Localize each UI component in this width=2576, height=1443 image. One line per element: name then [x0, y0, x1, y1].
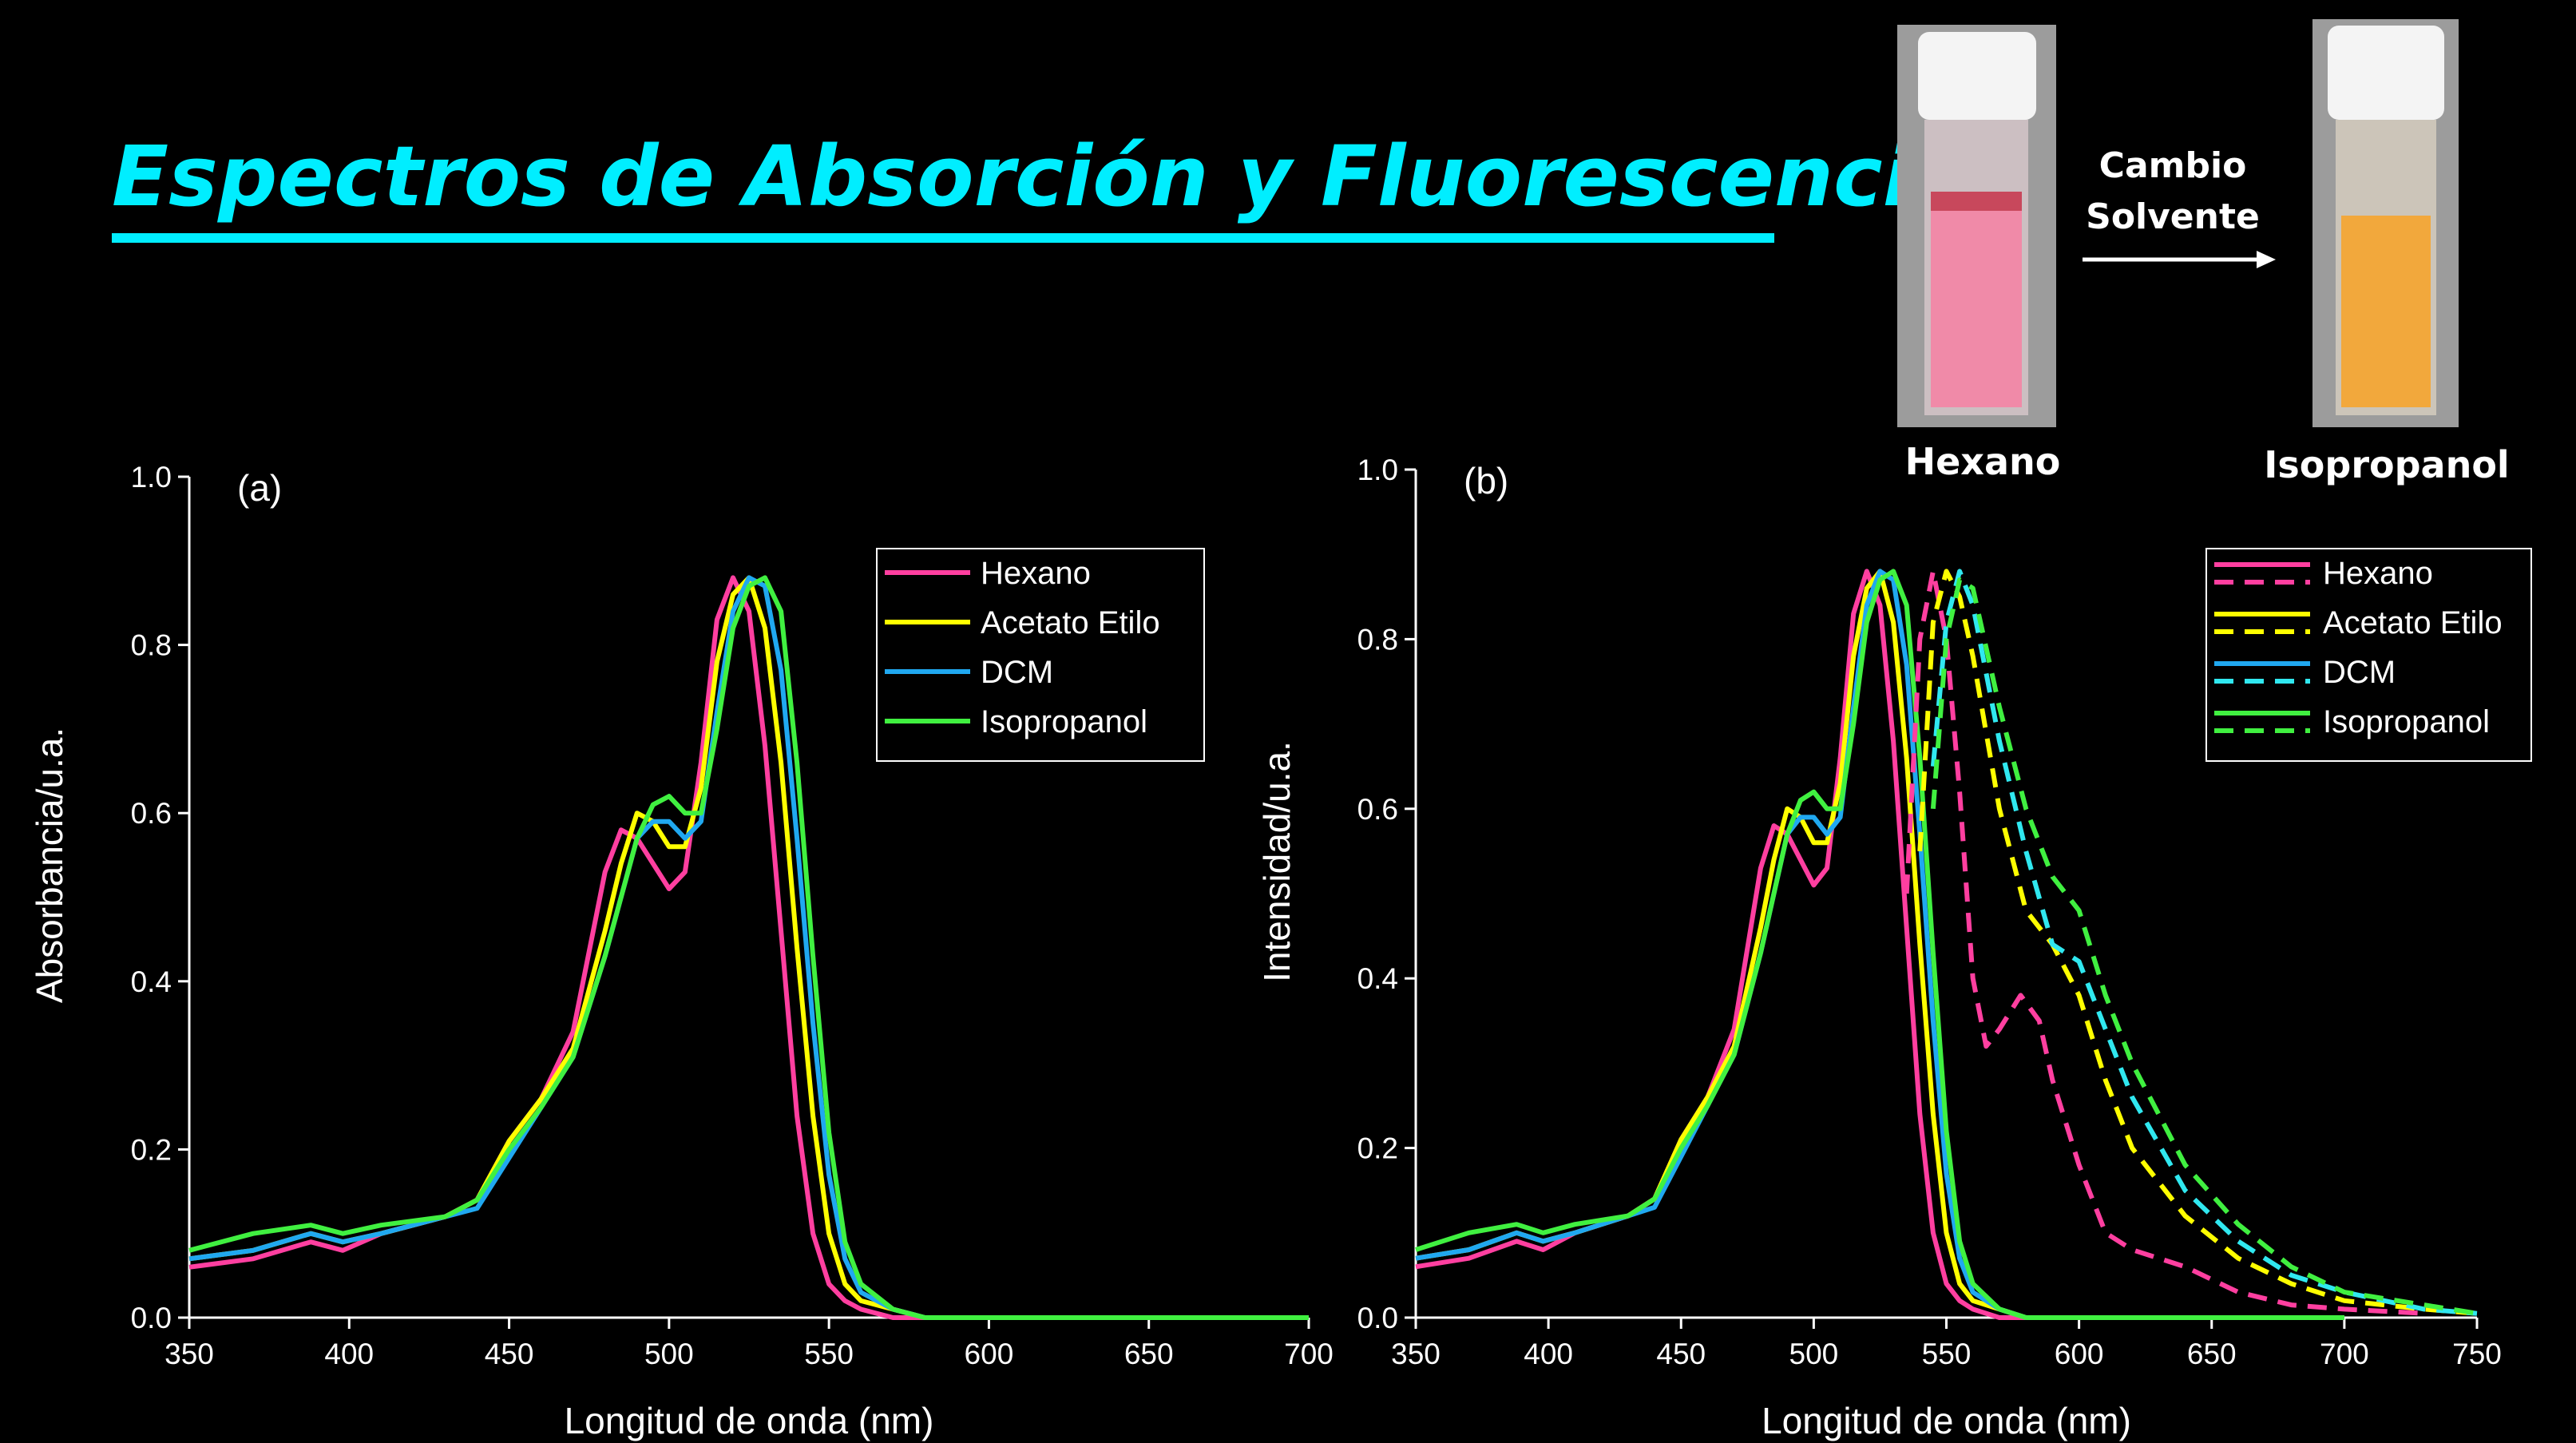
photo-label: Isopropanol	[2264, 443, 2509, 486]
panel-label: (b)	[1464, 460, 1508, 501]
legend-label: Isopropanol	[2323, 704, 2490, 739]
y-tick-label: 0.0	[131, 1302, 172, 1334]
y-tick-label: 0.6	[1357, 793, 1398, 826]
title-underline	[112, 233, 1774, 243]
x-tick-label: 600	[2055, 1338, 2104, 1370]
legend-label: DCM	[2323, 655, 2396, 690]
x-tick-label: 500	[644, 1338, 694, 1370]
x-tick-label: 450	[1656, 1338, 1706, 1370]
slide-title: Espectros de Absorción y Fluorescencia	[112, 128, 1968, 225]
x-axis-label: Longitud de onda (nm)	[565, 1400, 934, 1441]
vial-photo-after	[2312, 19, 2459, 427]
x-tick-label: 400	[324, 1338, 374, 1370]
y-tick-label: 1.0	[131, 461, 172, 494]
arrow-label: Solvente	[2086, 196, 2260, 237]
legend-label: Isopropanol	[981, 704, 1147, 739]
slide: Espectros de Absorción y Fluorescencia H…	[0, 0, 2576, 1443]
y-tick-label: 0.8	[131, 629, 172, 662]
y-tick-label: 0.0	[1357, 1302, 1398, 1334]
x-tick-label: 700	[1284, 1338, 1334, 1370]
x-tick-label: 400	[1524, 1338, 1573, 1370]
y-axis-label: Absorbancia/u.a.	[29, 727, 70, 1003]
x-tick-label: 350	[164, 1338, 214, 1370]
x-tick-label: 550	[1922, 1338, 1972, 1370]
legend-label: Hexano	[2323, 556, 2433, 591]
x-tick-label: 500	[1789, 1338, 1839, 1370]
y-tick-label: 0.6	[131, 797, 172, 830]
y-tick-label: 0.4	[1357, 962, 1398, 995]
page: Espectros de Absorción y Fluorescencia H…	[0, 0, 2576, 1443]
x-tick-label: 750	[2452, 1338, 2502, 1370]
x-tick-label: 600	[965, 1338, 1014, 1370]
photo-label: Hexano	[1905, 440, 2061, 483]
x-axis-label: Longitud de onda (nm)	[1762, 1400, 2131, 1441]
x-tick-label: 650	[2187, 1338, 2237, 1370]
x-tick-label: 350	[1391, 1338, 1441, 1370]
arrow-label: Cambio	[2099, 145, 2247, 186]
vial-photo-before	[1897, 25, 2056, 427]
legend-label: Hexano	[981, 556, 1091, 591]
y-tick-label: 0.4	[131, 965, 172, 998]
y-tick-label: 0.2	[131, 1133, 172, 1166]
legend-label: Acetato Etilo	[2323, 605, 2503, 640]
x-tick-label: 650	[1124, 1338, 1174, 1370]
legend-label: DCM	[981, 655, 1053, 690]
y-tick-label: 1.0	[1357, 454, 1398, 486]
x-tick-label: 700	[2320, 1338, 2369, 1370]
y-tick-label: 0.2	[1357, 1132, 1398, 1165]
legend-label: Acetato Etilo	[981, 605, 1160, 640]
y-axis-label: Intensidad/u.a.	[1256, 741, 1298, 982]
x-tick-label: 450	[485, 1338, 534, 1370]
y-tick-label: 0.8	[1357, 623, 1398, 656]
panel-label: (a)	[237, 467, 282, 509]
x-tick-label: 550	[804, 1338, 854, 1370]
